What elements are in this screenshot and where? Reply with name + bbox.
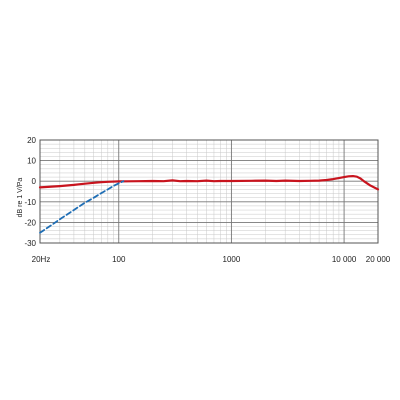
minor-gridlines: [39, 140, 379, 243]
y-tick-label: 10: [27, 157, 36, 166]
y-tick-label: -30: [24, 239, 36, 248]
frequency-response-line: [38, 175, 380, 191]
y-tick-labels: 20 10 0 -10 -20 -30: [24, 136, 36, 248]
y-tick-label: 20: [27, 136, 36, 145]
x-tick-label: 10 000: [332, 255, 357, 264]
major-gridlines: [40, 139, 378, 244]
y-tick-label: 0: [32, 177, 37, 186]
x-tick-labels: 20Hz 100 1000 10 000 20 000: [32, 255, 391, 264]
y-axis-title: dB re 1 V/Pa: [17, 178, 24, 218]
x-tick-label: 20Hz: [32, 255, 51, 264]
y-tick-label: -20: [24, 218, 36, 227]
x-tick-label: 100: [112, 255, 126, 264]
low-cut-response-line: [39, 180, 125, 234]
x-tick-label: 20 000: [366, 255, 391, 264]
series-layer: [38, 175, 380, 234]
y-tick-label: -10: [24, 198, 36, 207]
x-tick-label: 1000: [223, 255, 241, 264]
plot-frame: [39, 139, 379, 244]
